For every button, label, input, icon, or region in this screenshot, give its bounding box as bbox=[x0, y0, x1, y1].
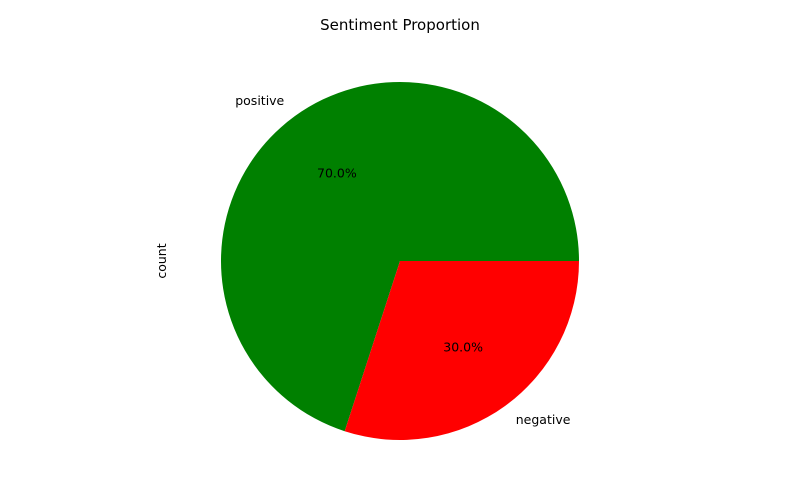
pie-slices bbox=[220, 81, 579, 440]
y-axis-label: count bbox=[154, 243, 169, 278]
slice-label-positive: positive bbox=[235, 93, 284, 108]
chart-title: Sentiment Proportion bbox=[320, 16, 480, 34]
slice-label-negative: negative bbox=[516, 412, 571, 427]
slice-percent-positive: 70.0% bbox=[317, 166, 357, 181]
pie-slice-positive bbox=[220, 81, 579, 432]
pie-slice-negative bbox=[344, 261, 579, 440]
slice-percent-negative: 30.0% bbox=[443, 339, 483, 354]
pie-labels: positive 70.0% negative 30.0% bbox=[235, 93, 570, 427]
